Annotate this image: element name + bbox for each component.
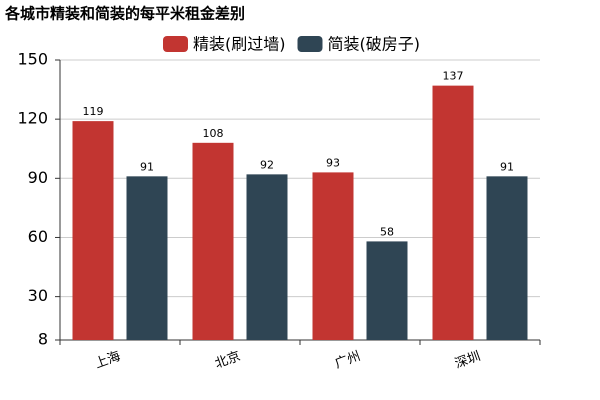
legend-swatch bbox=[297, 36, 323, 52]
y-tick-label: 90 bbox=[28, 168, 48, 187]
y-tick-label: 120 bbox=[17, 109, 48, 128]
bar bbox=[126, 176, 168, 340]
legend-label: 简装(破房子) bbox=[328, 35, 421, 54]
bar bbox=[432, 85, 474, 340]
bar bbox=[192, 142, 234, 340]
bar bbox=[246, 174, 288, 340]
bar bbox=[72, 121, 114, 340]
bar bbox=[486, 176, 528, 340]
bar bbox=[312, 172, 354, 340]
y-tick-label: 60 bbox=[28, 227, 48, 246]
legend-label: 精装(刷过墙) bbox=[193, 35, 286, 54]
x-tick-label: 广州 bbox=[333, 349, 363, 372]
data-label: 91 bbox=[140, 160, 154, 173]
legend-swatch bbox=[163, 36, 188, 52]
y-tick-label: 8 bbox=[38, 330, 48, 349]
data-label: 92 bbox=[260, 158, 274, 171]
data-label: 91 bbox=[500, 160, 514, 173]
data-label: 119 bbox=[83, 105, 104, 118]
data-label: 108 bbox=[203, 127, 224, 140]
x-tick-label: 上海 bbox=[93, 349, 123, 372]
x-tick-label: 北京 bbox=[213, 349, 243, 372]
x-tick-label: 深圳 bbox=[453, 349, 483, 372]
data-label: 58 bbox=[380, 225, 394, 238]
data-label: 137 bbox=[443, 70, 464, 83]
data-label: 93 bbox=[326, 156, 340, 169]
y-tick-label: 30 bbox=[28, 286, 48, 305]
bar bbox=[366, 241, 408, 340]
y-tick-label: 150 bbox=[17, 50, 48, 69]
chart-title: 各城市精装和简装的每平米租金差别 bbox=[4, 5, 245, 23]
